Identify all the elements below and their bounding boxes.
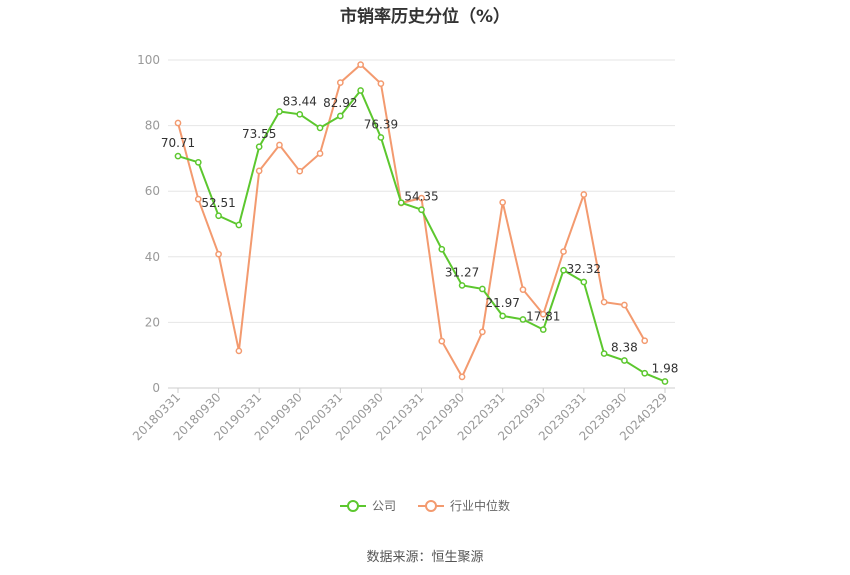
- data-label: 82.92: [323, 96, 357, 110]
- data-point: [255, 143, 263, 151]
- chart-title: 市销率历史分位（%）: [339, 7, 511, 27]
- data-point: [479, 285, 486, 293]
- data-label: 76.39: [364, 117, 398, 131]
- data-point: [539, 310, 547, 318]
- data-point: [479, 328, 486, 336]
- data-point: [438, 245, 446, 253]
- data-point: [519, 316, 527, 323]
- data-point: [418, 194, 425, 202]
- data-point: [194, 158, 202, 166]
- data-point: [235, 221, 243, 229]
- data-point: [215, 212, 222, 220]
- data-point: [276, 108, 283, 115]
- data-point: [458, 282, 466, 289]
- series-layer: [174, 61, 669, 385]
- data-label: 52.51: [201, 196, 235, 210]
- data-point: [215, 250, 222, 258]
- data-point: [174, 119, 182, 127]
- data-point: [641, 369, 649, 377]
- legend-marker: [346, 499, 359, 512]
- data-point: [458, 373, 466, 381]
- data-point: [438, 337, 446, 345]
- data-point: [580, 278, 588, 286]
- y-tick-label: 20: [145, 315, 160, 329]
- data-point: [499, 312, 507, 320]
- legend-marker: [425, 499, 437, 512]
- y-tick-label: 0: [152, 381, 160, 395]
- data-label: 1.98: [652, 362, 679, 376]
- data-point: [600, 298, 608, 306]
- data-label: 83.44: [283, 94, 317, 108]
- series-line-industry-median: [177, 63, 646, 380]
- y-tick-label: 40: [145, 250, 160, 264]
- data-point: [336, 112, 344, 120]
- data-point: [296, 167, 304, 175]
- legend: 公司 行业中位数: [0, 497, 850, 514]
- data-point: [499, 199, 507, 206]
- data-point: [255, 167, 263, 175]
- data-source: 数据来源：恒生聚源: [366, 550, 484, 565]
- data-label: 73.55: [242, 127, 276, 141]
- data-label: 32.32: [567, 262, 601, 276]
- data-point: [336, 79, 344, 86]
- data-point: [377, 80, 385, 87]
- data-point: [661, 378, 669, 385]
- data-point: [174, 152, 182, 160]
- y-tick-label: 100: [137, 53, 160, 67]
- label-layer: 70.71 52.51 73.55 83.44 82.92 76.39 54.35 31.27…: [161, 94, 679, 375]
- data-point: [235, 347, 243, 355]
- data-point: [357, 61, 364, 68]
- data-point: [357, 87, 364, 94]
- data-point: [296, 110, 304, 118]
- y-tick-label: 80: [145, 119, 160, 133]
- data-point: [621, 301, 628, 309]
- y-tick-label: 60: [145, 184, 160, 198]
- data-point: [397, 199, 405, 207]
- data-label: 31.27: [445, 265, 479, 279]
- legend-swatch-industry-median: [418, 499, 444, 512]
- data-label: 21.97: [485, 296, 519, 310]
- data-point: [519, 286, 527, 293]
- data-label: 8.38: [611, 341, 638, 355]
- data-point: [560, 248, 567, 255]
- data-point: [560, 266, 567, 274]
- data-point: [539, 326, 547, 333]
- legend-item-company[interactable]: 公司: [339, 497, 396, 514]
- data-point: [316, 150, 324, 157]
- data-label: 17.81: [526, 310, 560, 324]
- legend-label-company: 公司: [371, 499, 396, 513]
- data-point: [418, 206, 425, 214]
- data-label: 70.71: [161, 136, 195, 150]
- data-point: [641, 337, 649, 345]
- legend-item-industry-median[interactable]: 行业中位数: [418, 497, 510, 514]
- data-label: 54.35: [404, 190, 438, 204]
- legend-label-industry-median: 行业中位数: [450, 499, 511, 513]
- data-point: [621, 357, 628, 364]
- data-point: [276, 141, 283, 149]
- data-point: [580, 191, 588, 198]
- legend-swatch-company: [339, 499, 366, 512]
- data-point: [194, 195, 202, 203]
- data-point: [377, 134, 385, 141]
- data-point: [600, 350, 608, 357]
- data-point: [316, 124, 324, 132]
- grid-layer: [168, 59, 675, 323]
